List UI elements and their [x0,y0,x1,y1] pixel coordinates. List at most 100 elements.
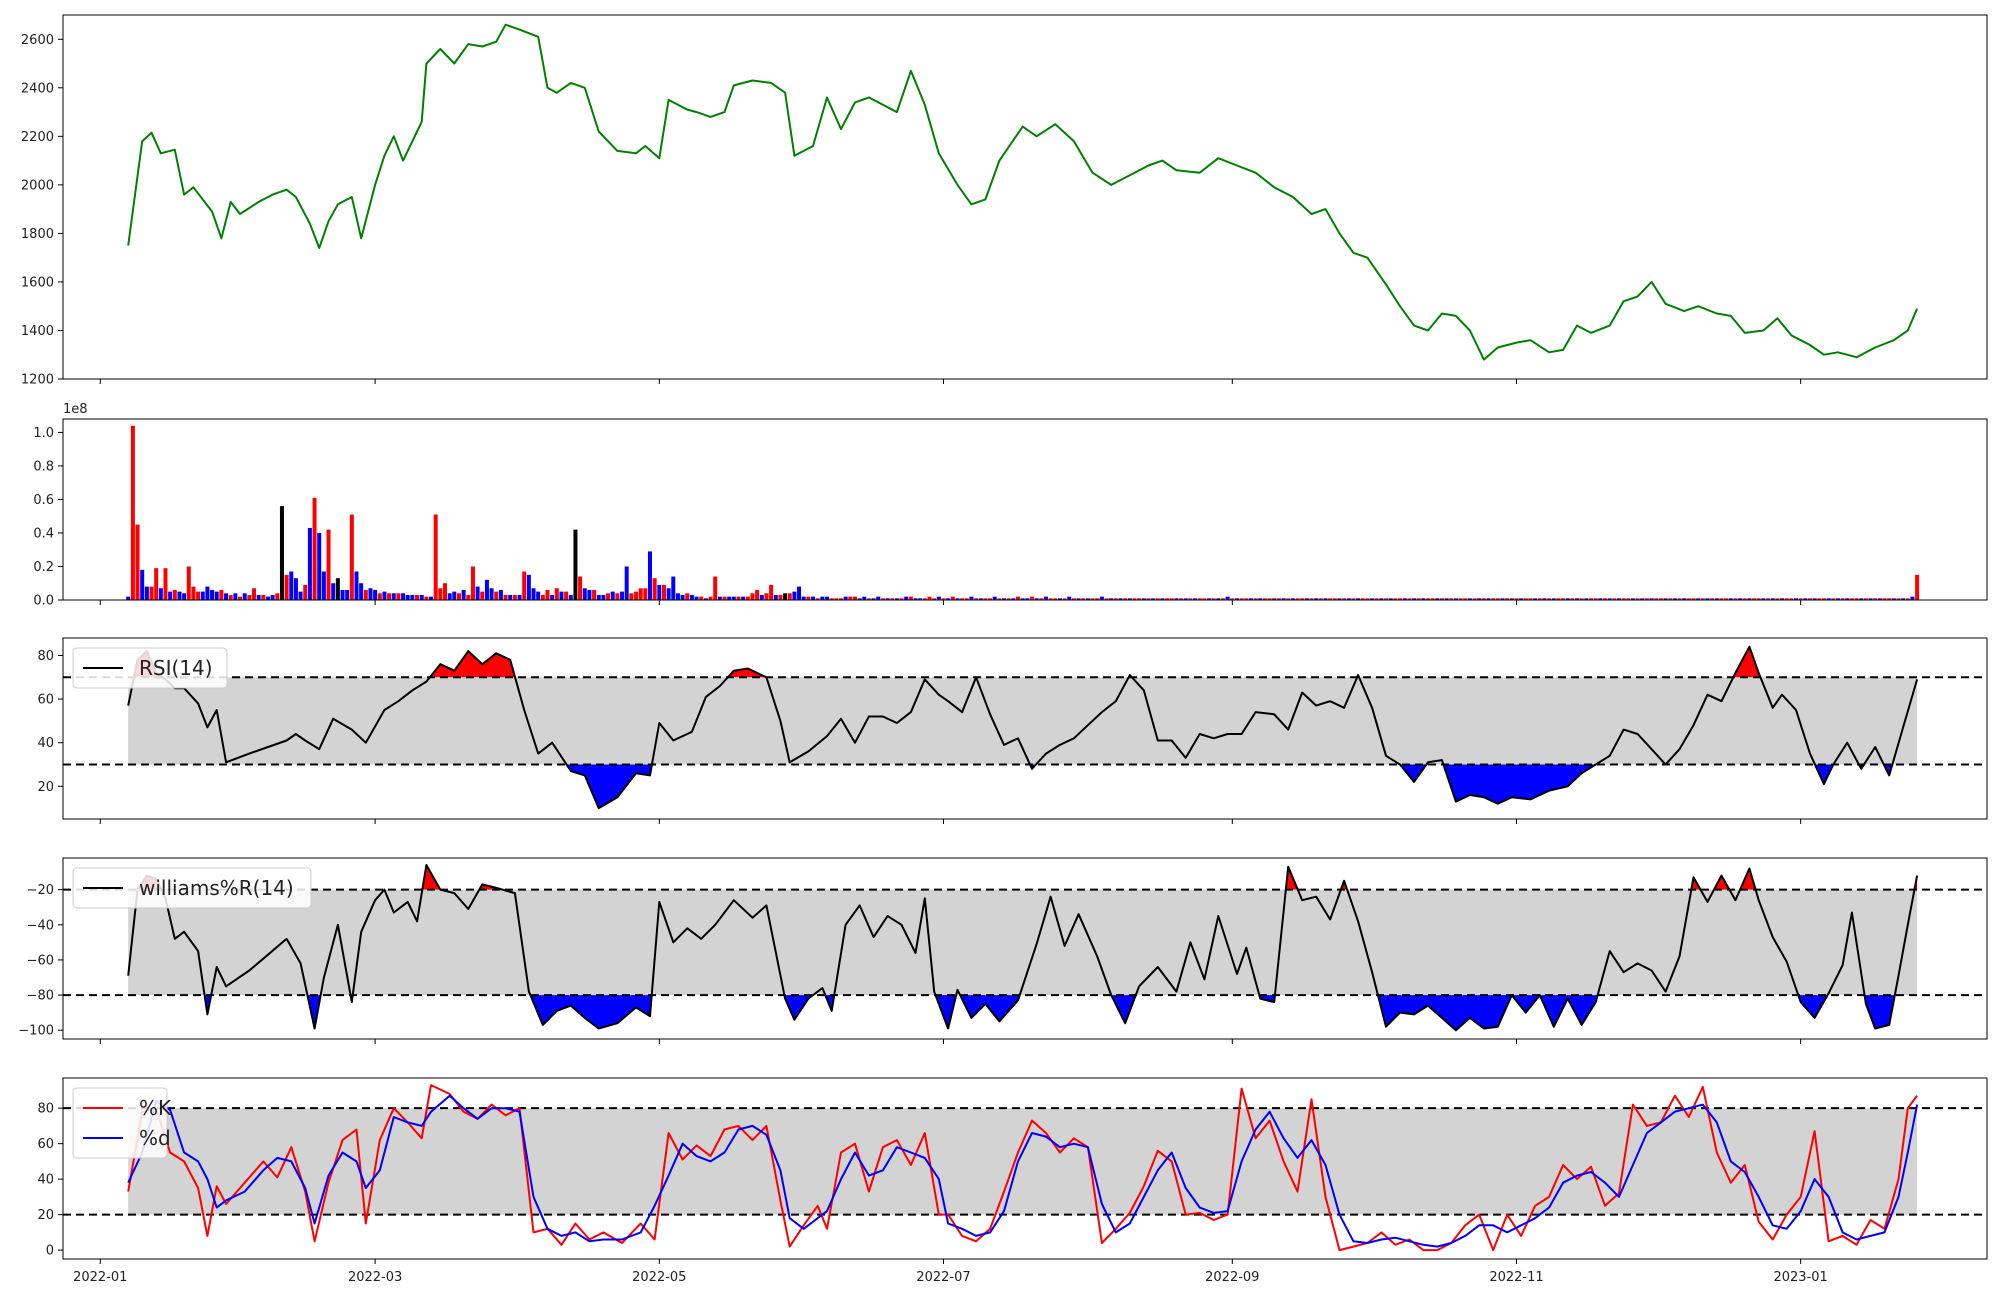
volume-bar [815,598,820,600]
volume-bar [1500,598,1505,600]
volume-bar [974,598,979,600]
volume-bar [1029,596,1034,600]
volume-bar [140,569,145,600]
volume-bar [1602,598,1607,600]
volume-bar [1216,598,1221,600]
volume-bar [601,594,606,600]
y-tick-label: −100 [18,1024,54,1039]
volume-bar [1840,598,1845,600]
volume-bar [256,594,261,600]
volume-bar [494,591,499,600]
series-line-price [127,23,1919,361]
volume-bar [401,593,406,600]
volume-bar [233,593,238,600]
threshold-band [128,1108,1918,1215]
volume-bar [564,591,569,600]
volume-bar [661,584,666,600]
volume-bar [880,598,885,600]
legend-label: williams%R(14) [139,876,294,900]
volume-bar [1006,598,1011,600]
volume-bar [1109,598,1114,600]
axes-frame [62,637,1988,820]
volume-bar [1346,598,1351,600]
volume-bar [1016,596,1021,600]
volume-bar [1276,598,1281,600]
volume-bar [1090,598,1095,600]
volume-bar [1425,598,1430,600]
axes-frame [62,1077,1988,1260]
volume-bar [1910,596,1915,600]
volume-bar [1891,598,1896,600]
y-tick-label: 80 [37,649,54,664]
volume-bar [685,593,690,600]
volume-bar [130,425,135,600]
volume-bar [876,596,881,600]
volume-bar [1351,598,1356,600]
volume-bar [1789,598,1794,600]
y-tick-label: 60 [37,693,54,708]
volume-bar [242,593,247,600]
y-tick-label: 1400 [21,324,54,339]
volume-bar [1677,598,1682,600]
volume-bar [1533,598,1538,600]
volume-bar [1393,598,1398,600]
volume-bar [1342,598,1347,600]
volume-bar [1388,598,1393,600]
volume-bar [210,589,215,600]
y-tick-label: 1600 [21,275,54,290]
volume-bar [1798,598,1803,600]
volume-bar [1472,598,1477,600]
volume-bar [652,578,657,600]
volume-bar [1579,598,1584,600]
y-tick-label: 1.0 [33,426,54,441]
plot-area [126,425,1920,600]
volume-bar [456,593,461,600]
volume-bar [1519,598,1524,600]
volume-bar [997,598,1002,600]
volume-bar [634,591,639,600]
volume-bar [489,588,494,600]
volume-bar [1682,598,1687,600]
volume-bar [447,593,452,600]
volume-bar [279,506,284,600]
volume-bar [1402,598,1407,600]
x-tick-label: 2022-03 [348,1270,402,1285]
volume-bar [1537,598,1542,600]
volume-bar [1360,598,1365,600]
volume-bar [1062,598,1067,600]
y-tick-label: 1800 [21,227,54,242]
volume-bar [517,594,522,600]
volume-bar [801,596,806,600]
volume-bar [1365,598,1370,600]
volume-bar [1262,598,1267,600]
volume-bar [1742,598,1747,600]
volume-bar [713,576,718,600]
volume-bar [955,598,960,600]
volume-bar [377,593,382,600]
volume-bar [172,589,177,600]
oversold-fill [128,764,1918,808]
volume-bar [1025,598,1030,600]
volume-bar [904,596,909,600]
volume-bar [1272,598,1277,600]
volume-bar [303,584,308,600]
volume-bar [1696,598,1701,600]
volume-bar [470,566,475,600]
volume-bar [852,596,857,600]
volume-bar [694,596,699,600]
series-line--d [127,1094,1919,1248]
volume-bar [200,591,205,600]
volume-bar [135,524,140,600]
volume-bar [359,583,364,600]
y-tick-label: 2600 [21,33,54,48]
volume-bar [843,596,848,600]
volume-bar [429,596,434,600]
legend-box [72,1087,168,1159]
volume-bar [1020,598,1025,600]
volume-bar [666,588,671,600]
volume-bar [1724,598,1729,600]
volume-bar [1775,598,1780,600]
volume-bar [405,594,410,600]
axes-frame [62,418,1988,601]
volume-bar [340,589,345,600]
